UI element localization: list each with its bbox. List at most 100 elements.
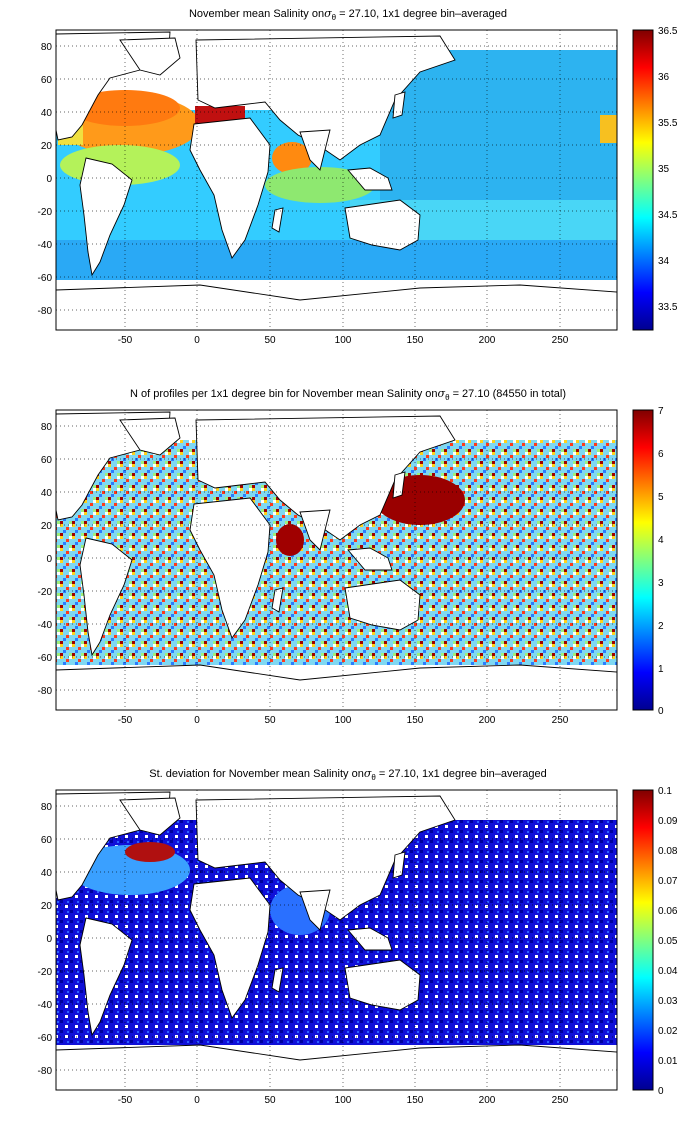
y-tick: 40	[41, 108, 53, 119]
stdev-panel: St. deviation for November mean Salinity…	[0, 760, 696, 1140]
profiles-colorbar	[632, 409, 654, 711]
x-tick: 250	[552, 335, 569, 346]
y-tick: -20	[38, 587, 53, 598]
stdev-continents	[55, 791, 618, 1091]
profiles-title: N of profiles per 1x1 degree bin for Nov…	[129, 387, 567, 403]
profiles-grid	[56, 410, 617, 710]
india	[299, 129, 331, 171]
colorbar-tick: 36.5	[658, 26, 678, 37]
y-tick: 60	[41, 835, 53, 846]
y-tick: -60	[38, 273, 53, 284]
stdev-x-ticks: -50 0 50 100 150 200 250	[118, 1095, 569, 1106]
x-tick: -50	[118, 715, 133, 726]
colorbar-tick: 3	[658, 578, 664, 589]
stdev-axes-frame	[55, 789, 618, 1091]
y-tick: -80	[38, 686, 53, 697]
x-tick: 50	[264, 335, 276, 346]
profiles-continents	[55, 411, 618, 711]
y-tick: -40	[38, 1000, 53, 1011]
y-tick: -40	[38, 240, 53, 251]
x-tick: -50	[118, 1095, 133, 1106]
y-tick: -20	[38, 967, 53, 978]
x-tick: 100	[335, 335, 352, 346]
colorbar-tick: 5	[658, 492, 664, 503]
stdev-map-svg: 80 60 40 20 0 -20 -40 -60 -80 -50 0 50 1…	[38, 786, 678, 1106]
x-tick: 0	[194, 1095, 200, 1106]
salinity-axes-frame	[55, 29, 618, 331]
australia	[344, 199, 421, 251]
stdev-y-ticks: 80 60 40 20 0 -20 -40 -60 -80	[38, 802, 53, 1077]
colorbar-tick: 2	[658, 621, 664, 632]
y-tick: 80	[41, 802, 53, 813]
x-tick: 250	[552, 1095, 569, 1106]
indonesia	[347, 167, 393, 191]
y-tick: 80	[41, 42, 53, 53]
x-tick: 250	[552, 715, 569, 726]
colorbar-tick: 35.5	[658, 118, 678, 129]
colorbar-tick: 0.09	[658, 816, 678, 827]
antarctica	[55, 284, 618, 331]
y-tick: -40	[38, 620, 53, 631]
y-tick: -80	[38, 1066, 53, 1077]
stdev-colorbar	[632, 789, 654, 1091]
colorbar-tick: 0.07	[658, 876, 678, 887]
salinity-x-ticks: -50 0 50 100 150 200 250	[118, 335, 569, 346]
y-tick: 80	[41, 422, 53, 433]
y-tick: -60	[38, 1033, 53, 1044]
y-tick: 20	[41, 141, 53, 152]
y-tick: -80	[38, 306, 53, 317]
madagascar	[271, 207, 284, 233]
colorbar-tick: 0.06	[658, 906, 678, 917]
y-tick: -60	[38, 653, 53, 664]
x-tick: 150	[407, 335, 424, 346]
colorbar-tick: 0.1	[658, 786, 672, 797]
profiles-colorbar-ticks: 7 6 5 4 3 2 1 0	[658, 406, 664, 717]
x-tick: 200	[479, 335, 496, 346]
x-tick: 100	[335, 1095, 352, 1106]
colorbar-tick: 0.02	[658, 1026, 678, 1037]
x-tick: 200	[479, 715, 496, 726]
x-tick: 50	[264, 715, 276, 726]
colorbar-tick: 6	[658, 449, 664, 460]
stdev-colorbar-ticks: 0.1 0.09 0.08 0.07 0.06 0.05 0.04 0.03 0…	[658, 786, 678, 1097]
x-tick: 200	[479, 1095, 496, 1106]
y-tick: 60	[41, 455, 53, 466]
colorbar-tick: 0.03	[658, 996, 678, 1007]
colorbar-tick: 35	[658, 164, 670, 175]
y-tick: 20	[41, 521, 53, 532]
greenland	[119, 37, 181, 76]
colorbar-tick: 4	[658, 535, 664, 546]
salinity-colorbar	[632, 29, 654, 331]
x-tick: 0	[194, 335, 200, 346]
x-tick: 150	[407, 715, 424, 726]
colorbar-tick: 0	[658, 706, 664, 717]
stdev-grid	[56, 790, 617, 1090]
profiles-y-ticks: 80 60 40 20 0 -20 -40 -60 -80	[38, 422, 53, 697]
x-tick: 50	[264, 1095, 276, 1106]
y-tick: 20	[41, 901, 53, 912]
y-tick: 60	[41, 75, 53, 86]
colorbar-tick: 0.08	[658, 846, 678, 857]
salinity-y-ticks: 80 60 40 20 0 -20 -40 -60 -80	[38, 42, 53, 317]
profiles-axes-frame	[55, 409, 618, 711]
profiles-panel: N of profiles per 1x1 degree bin for Nov…	[0, 380, 696, 760]
colorbar-tick: 34	[658, 256, 670, 267]
colorbar-tick: 0.05	[658, 936, 678, 947]
africa	[189, 117, 271, 259]
salinity-colorbar-ticks: 36.5 36 35.5 35 34.5 34 33.5	[658, 26, 678, 313]
y-tick: 0	[46, 554, 52, 565]
y-tick: 40	[41, 488, 53, 499]
y-tick: 0	[46, 174, 52, 185]
salinity-grid	[56, 30, 617, 330]
colorbar-tick: 0.01	[658, 1056, 678, 1067]
x-tick: -50	[118, 335, 133, 346]
colorbar-tick: 34.5	[658, 210, 678, 221]
y-tick: 40	[41, 868, 53, 879]
stdev-title: St. deviation for November mean Salinity…	[149, 767, 547, 783]
colorbar-tick: 7	[658, 406, 664, 417]
x-tick: 150	[407, 1095, 424, 1106]
colorbar-tick: 1	[658, 664, 664, 675]
profiles-x-ticks: -50 0 50 100 150 200 250	[118, 715, 569, 726]
salinity-continents	[55, 31, 618, 331]
colorbar-tick: 0	[658, 1086, 664, 1097]
